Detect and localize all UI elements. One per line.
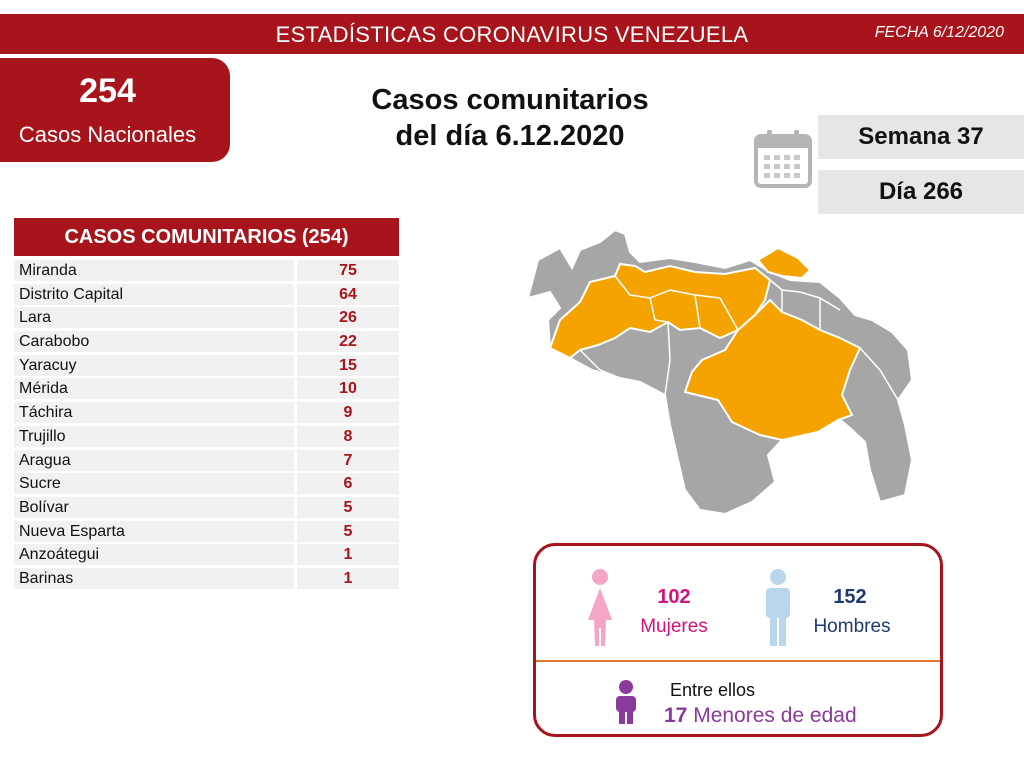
state-name: Aragua <box>14 449 294 471</box>
state-name: Lara <box>14 307 294 329</box>
national-cases-count: 254 <box>79 72 136 110</box>
header-bar: ESTADÍSTICAS CORONAVIRUS VENEZUELA FECHA… <box>0 14 1024 54</box>
state-name: Trujillo <box>14 425 294 447</box>
main-title-line2: del día 6.12.2020 <box>395 120 625 152</box>
state-name: Sucre <box>14 473 294 495</box>
table-row: Distrito Capital 64 <box>14 283 399 307</box>
table-row: Miranda 75 <box>14 259 399 283</box>
map-affected-region <box>756 246 812 280</box>
table-row: Bolívar 5 <box>14 496 399 520</box>
table-row: Carabobo 22 <box>14 330 399 354</box>
state-cases: 6 <box>297 473 399 495</box>
national-cases-card: 254 Casos Nacionales <box>0 58 230 162</box>
state-cases: 26 <box>297 307 399 329</box>
week-box: Semana 37 <box>818 115 1024 159</box>
state-name: Barinas <box>14 567 294 589</box>
state-cases: 9 <box>297 402 399 424</box>
state-cases: 5 <box>297 520 399 542</box>
state-cases: 15 <box>297 354 399 376</box>
child-icon <box>616 680 636 724</box>
minors-intro: Entre ellos <box>670 680 756 700</box>
state-name: Bolívar <box>14 496 294 518</box>
cases-table: Miranda 75 Distrito Capital 64 Lara 26 Carabob… <box>14 259 399 591</box>
main-title-line1: Casos comunitarios <box>371 84 649 116</box>
map-affected-region <box>548 262 772 360</box>
report-date: FECHA 6/12/2020 <box>874 24 1004 41</box>
panel-divider <box>536 660 940 662</box>
minors-line: 17 Menores de edad <box>664 704 857 728</box>
table-row: Barinas 1 <box>14 567 399 591</box>
state-cases: 75 <box>297 260 399 281</box>
state-name: Nueva Esparta <box>14 520 294 542</box>
state-name: Distrito Capital <box>14 283 294 305</box>
map-affected-region <box>683 298 862 442</box>
state-name: Carabobo <box>14 331 294 353</box>
state-cases: 1 <box>297 567 399 589</box>
table-row: Anzoátegui 1 <box>14 543 399 567</box>
state-cases: 1 <box>297 544 399 566</box>
minors-count: 17 <box>664 704 688 727</box>
table-row: Yaracuy 15 <box>14 354 399 378</box>
table-row: Mérida 10 <box>14 377 399 401</box>
minors-label: Menores de edad <box>693 704 857 727</box>
men-label: Hombres <box>813 616 891 637</box>
main-title: Casos comunitarios del día 6.12.2020 <box>300 82 720 154</box>
state-cases: 5 <box>297 496 399 518</box>
table-row: Nueva Esparta 5 <box>14 520 399 544</box>
men-count: 152 <box>833 586 867 608</box>
woman-icon <box>588 569 612 646</box>
state-name: Mérida <box>14 378 294 400</box>
venezuela-map <box>526 228 914 516</box>
table-row: Aragua 7 <box>14 449 399 473</box>
man-icon <box>766 569 790 646</box>
state-cases: 7 <box>297 449 399 471</box>
table-row: Sucre 6 <box>14 472 399 496</box>
calendar-icon <box>754 130 812 188</box>
state-cases: 8 <box>297 425 399 447</box>
page-title: ESTADÍSTICAS CORONAVIRUS VENEZUELA <box>275 22 749 47</box>
national-cases-label: Casos Nacionales <box>18 122 197 147</box>
table-row: Trujillo 8 <box>14 425 399 449</box>
state-name: Táchira <box>14 402 294 424</box>
table-row: Táchira 9 <box>14 401 399 425</box>
state-cases: 22 <box>297 331 399 353</box>
cases-table-header: CASOS COMUNITARIOS (254) <box>14 218 399 256</box>
day-box: Día 266 <box>818 170 1024 214</box>
gender-panel: 102 Mujeres 152 Hombres Entre ellos 17 M… <box>533 543 943 737</box>
state-name: Anzoátegui <box>14 544 294 566</box>
women-count: 102 <box>657 586 691 608</box>
state-cases: 64 <box>297 283 399 305</box>
state-name: Miranda <box>14 260 294 281</box>
state-name: Yaracuy <box>14 354 294 376</box>
state-cases: 10 <box>297 378 399 400</box>
women-label: Mujeres <box>640 616 708 637</box>
table-row: Lara 26 <box>14 306 399 330</box>
